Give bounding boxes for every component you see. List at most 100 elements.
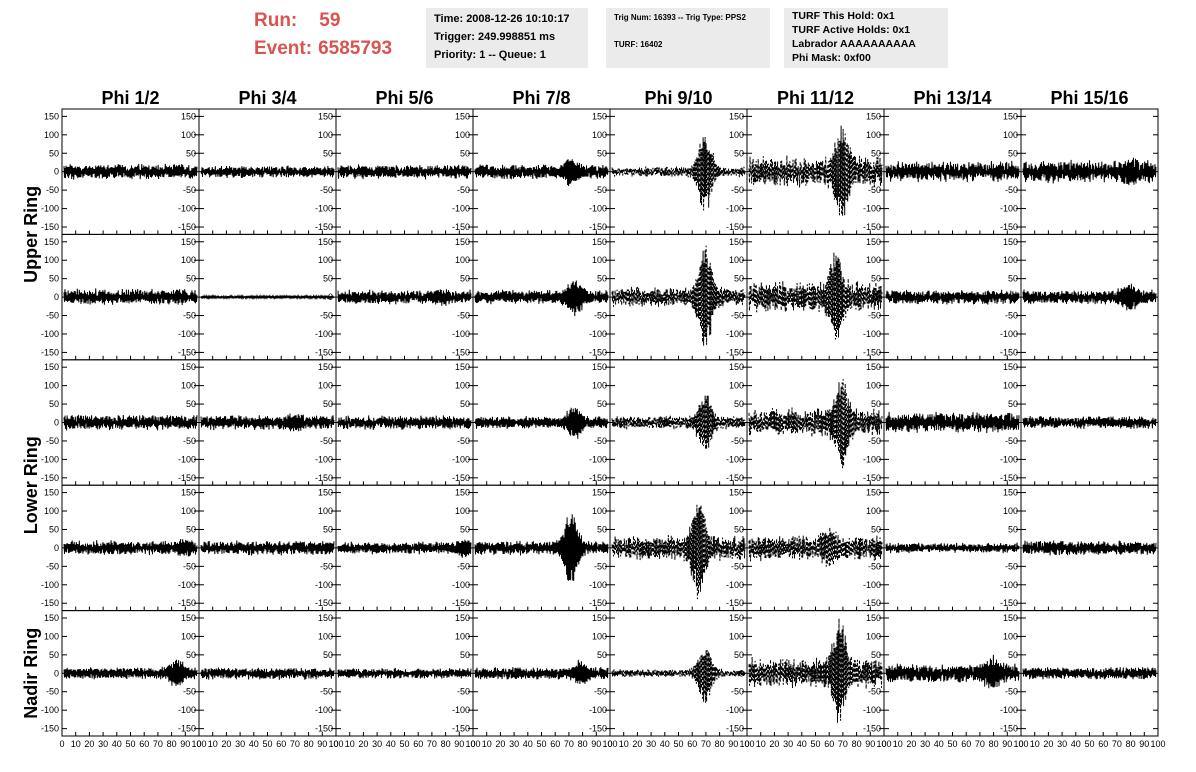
x-tick-label: 0 xyxy=(744,739,749,749)
y-tick-label: 50 xyxy=(597,399,607,409)
y-tick-label: 0 xyxy=(739,543,744,553)
waveform-trace xyxy=(885,654,1020,689)
y-tick-label: 100 xyxy=(866,506,881,516)
y-tick-label: -100 xyxy=(315,204,333,214)
y-tick-label: -150 xyxy=(178,473,196,483)
y-tick-label: 150 xyxy=(1003,237,1018,247)
turf-active-text: TURF Active Holds: 0x1 xyxy=(792,24,911,36)
x-tick-label: 80 xyxy=(852,739,862,749)
x-tick-label: 60 xyxy=(961,739,971,749)
x-tick-label: 20 xyxy=(221,739,231,749)
y-tick-label: -150 xyxy=(315,598,333,608)
y-tick-label: -50 xyxy=(320,436,333,446)
y-tick-label: -50 xyxy=(868,185,881,195)
y-tick-label: -150 xyxy=(315,222,333,232)
y-tick-label: 150 xyxy=(592,362,607,372)
x-tick-label: 30 xyxy=(783,739,793,749)
y-tick-label: 150 xyxy=(729,111,744,121)
y-tick-label: 0 xyxy=(1013,292,1018,302)
y-tick-label: 100 xyxy=(592,255,607,265)
x-tick-label: 70 xyxy=(838,739,848,749)
y-tick-label: -50 xyxy=(46,687,59,697)
y-tick-label: -100 xyxy=(726,454,744,464)
waveform-trace xyxy=(63,163,198,180)
y-tick-label: -150 xyxy=(589,222,607,232)
x-tick-label: 60 xyxy=(1098,739,1108,749)
y-tick-label: 150 xyxy=(729,237,744,247)
y-tick-label: -100 xyxy=(589,204,607,214)
y-tick-label: 50 xyxy=(734,524,744,534)
y-tick-label: 0 xyxy=(54,543,59,553)
y-tick-label: -100 xyxy=(178,705,196,715)
turf-info-panel: TURF This Hold: 0x1 TURF Active Holds: 0… xyxy=(784,8,948,68)
waveform-trace xyxy=(748,618,883,723)
y-tick-label: 0 xyxy=(739,418,744,428)
y-tick-label: -150 xyxy=(41,724,59,734)
y-tick-label: 50 xyxy=(597,524,607,534)
x-tick-label: 30 xyxy=(235,739,245,749)
y-tick-label: 50 xyxy=(186,399,196,409)
y-tick-label: -100 xyxy=(589,329,607,339)
y-tick-label: 100 xyxy=(729,255,744,265)
x-tick-label: 30 xyxy=(372,739,382,749)
trigger-info-panel: Trig Num: 16393 -- Trig Type: PPS2 TURF:… xyxy=(606,8,770,68)
x-tick-label: 40 xyxy=(660,739,670,749)
y-tick-label: 150 xyxy=(44,488,59,498)
y-tick-label: -150 xyxy=(1000,598,1018,608)
y-tick-label: -150 xyxy=(178,724,196,734)
turf-hold-text: TURF This Hold: 0x1 xyxy=(792,10,895,22)
y-tick-label: 100 xyxy=(44,130,59,140)
waveform-trace xyxy=(200,413,335,432)
y-tick-label: -100 xyxy=(452,580,470,590)
x-tick-label: 30 xyxy=(920,739,930,749)
column-title: Phi 1/2 xyxy=(101,88,159,108)
y-tick-label: 0 xyxy=(328,292,333,302)
waveform-trace xyxy=(63,538,198,557)
y-tick-label: 50 xyxy=(186,274,196,284)
y-tick-label: -50 xyxy=(1005,185,1018,195)
y-tick-label: -50 xyxy=(731,185,744,195)
y-tick-label: 100 xyxy=(866,130,881,140)
y-tick-label: 150 xyxy=(1003,362,1018,372)
y-tick-label: -50 xyxy=(1005,436,1018,446)
y-tick-label: 0 xyxy=(191,668,196,678)
x-tick-label: 60 xyxy=(687,739,697,749)
y-tick-label: 150 xyxy=(181,488,196,498)
y-tick-label: 150 xyxy=(455,111,470,121)
x-tick-label: 40 xyxy=(249,739,259,749)
y-tick-label: 0 xyxy=(1013,418,1018,428)
y-tick-label: -50 xyxy=(594,436,607,446)
y-tick-label: 100 xyxy=(455,130,470,140)
y-tick-label: -50 xyxy=(183,185,196,195)
y-tick-label: -150 xyxy=(863,222,881,232)
x-tick-label: 100 xyxy=(465,739,480,749)
y-tick-label: 100 xyxy=(318,381,333,391)
y-tick-label: 50 xyxy=(49,274,59,284)
y-tick-label: 0 xyxy=(191,418,196,428)
y-tick-label: -100 xyxy=(41,705,59,715)
row-title: Lower Ring xyxy=(21,436,41,534)
x-tick-label: 100 xyxy=(1150,739,1165,749)
x-tick-label: 80 xyxy=(1126,739,1136,749)
x-tick-label: 90 xyxy=(591,739,601,749)
y-tick-label: 150 xyxy=(181,362,196,372)
y-tick-label: -50 xyxy=(457,185,470,195)
y-tick-label: -50 xyxy=(868,561,881,571)
x-tick-label: 40 xyxy=(112,739,122,749)
y-tick-label: 100 xyxy=(181,255,196,265)
x-tick-label: 40 xyxy=(797,739,807,749)
x-tick-label: 20 xyxy=(1043,739,1053,749)
y-tick-label: 0 xyxy=(876,668,881,678)
y-tick-label: 50 xyxy=(597,274,607,284)
y-tick-label: 0 xyxy=(876,543,881,553)
y-tick-label: -150 xyxy=(726,347,744,357)
y-tick-label: 50 xyxy=(871,399,881,409)
y-tick-label: 100 xyxy=(455,381,470,391)
x-tick-label: 30 xyxy=(1057,739,1067,749)
x-tick-label: 10 xyxy=(893,739,903,749)
waveform-trace xyxy=(63,414,198,431)
x-tick-label: 90 xyxy=(865,739,875,749)
y-tick-label: -50 xyxy=(868,687,881,697)
y-tick-label: -50 xyxy=(183,436,196,446)
x-tick-label: 100 xyxy=(739,739,754,749)
